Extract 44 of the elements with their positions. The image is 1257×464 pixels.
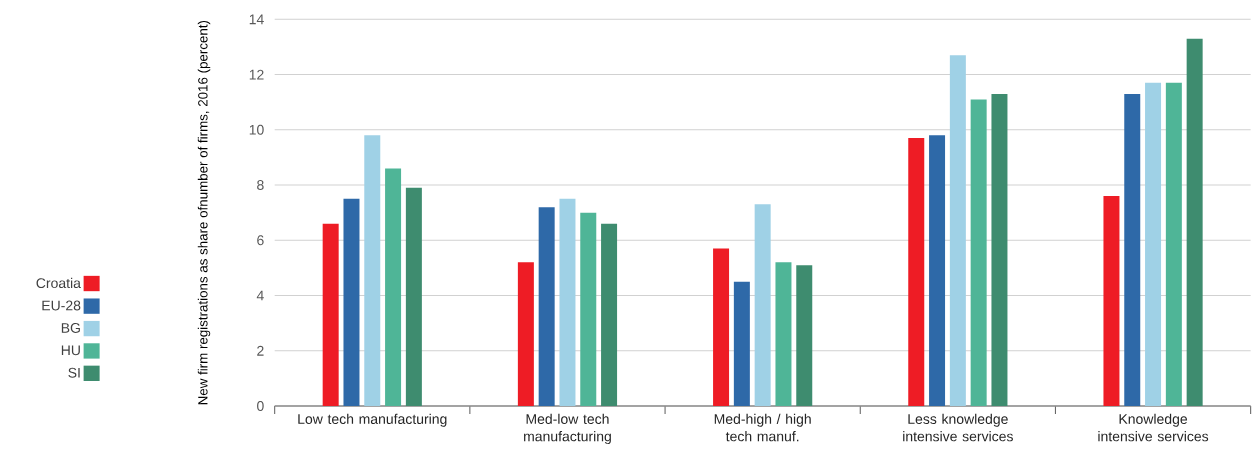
bar	[929, 135, 946, 406]
bar	[949, 55, 966, 406]
y-tick-label: 0	[257, 401, 264, 411]
legend-label: BG	[61, 323, 80, 333]
bar	[343, 198, 360, 406]
bar	[1145, 82, 1162, 406]
x-tick-label: Knowledge intensive services	[1098, 413, 1209, 442]
y-tick-label: 14	[249, 14, 264, 25]
bar	[1124, 93, 1141, 406]
bar	[517, 262, 534, 406]
y-tick-label: 2	[257, 345, 264, 356]
x-tick-label: Low tech manufacturing	[298, 413, 447, 427]
bar	[733, 281, 750, 406]
bar	[322, 223, 339, 406]
x-tick-label: Med-high / high tech manuf.	[714, 413, 811, 442]
bar	[991, 93, 1008, 406]
bar	[775, 262, 792, 406]
bar	[1165, 82, 1182, 406]
bar	[713, 248, 730, 406]
bar	[601, 223, 618, 406]
y-axis-title: New firm registrations as share ofnumber of firms, 2016 (percent)	[197, 20, 211, 405]
y-tick-label: 10	[249, 124, 264, 135]
y-tick-label: 6	[257, 235, 264, 246]
bar	[364, 135, 381, 406]
x-tick-label: Less knowledge intensive services	[903, 413, 1013, 442]
legend-label: EU-28	[42, 300, 81, 311]
bar	[405, 187, 422, 406]
x-tick-label: Med-low tech manufacturing	[524, 413, 611, 445]
y-tick-label: 12	[249, 69, 264, 80]
bar	[970, 99, 987, 406]
bar	[1103, 196, 1120, 406]
legend-label: SI	[68, 367, 80, 378]
y-tick-label: 8	[257, 180, 264, 191]
bar	[559, 198, 576, 406]
y-tick-label: 4	[256, 290, 264, 301]
bar	[385, 168, 402, 406]
bar	[908, 138, 925, 406]
bar	[538, 207, 555, 406]
legend-label: HU	[61, 345, 80, 356]
bar	[796, 265, 813, 406]
legend-label: Croatia	[36, 277, 81, 289]
bar	[580, 212, 597, 406]
bar	[1186, 38, 1203, 406]
bar	[754, 204, 771, 406]
